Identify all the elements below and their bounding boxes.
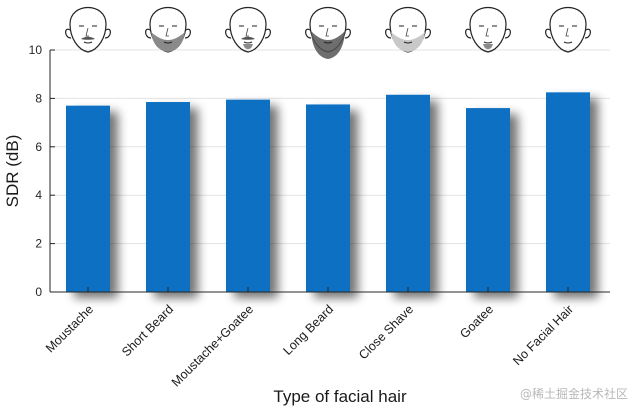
face-icons bbox=[65, 7, 591, 59]
x-tick-label: Goatee bbox=[457, 302, 496, 341]
y-tick-label: 8 bbox=[35, 91, 42, 105]
bar-no-facial-hair bbox=[546, 92, 590, 292]
moustache-goatee-face-icon bbox=[225, 7, 271, 53]
bar-close-shave bbox=[386, 94, 430, 293]
bar-short-beard bbox=[146, 102, 190, 292]
goatee-face-icon bbox=[465, 7, 511, 53]
short-beard-face-icon bbox=[145, 7, 191, 53]
x-tick-label: Close Shave bbox=[356, 302, 416, 362]
bar-moustache bbox=[66, 105, 110, 292]
long-beard-face-icon bbox=[305, 7, 351, 59]
bar-moustache-goatee bbox=[226, 99, 270, 292]
y-tick-label: 6 bbox=[35, 140, 42, 154]
watermark: @稀土掘金技术社区 bbox=[519, 387, 628, 401]
moustache-face-icon bbox=[65, 7, 111, 53]
bar-goatee bbox=[466, 108, 510, 292]
y-axis-title: SDR (dB) bbox=[3, 135, 22, 208]
x-tick-label: Long Beard bbox=[281, 302, 337, 358]
bars bbox=[66, 92, 590, 293]
no-facial-hair-face-icon bbox=[545, 7, 591, 53]
y-tick-label: 2 bbox=[35, 237, 42, 251]
close-shave-face-icon bbox=[385, 7, 431, 53]
x-tick-label: No Facial Hair bbox=[510, 302, 576, 368]
x-tick-label: Moustache bbox=[43, 302, 96, 355]
bar-long-beard bbox=[306, 104, 350, 292]
y-tick-label: 0 bbox=[35, 285, 42, 299]
x-axis-title: Type of facial hair bbox=[273, 387, 407, 406]
y-tick-label: 4 bbox=[35, 188, 42, 202]
x-tick-label: Short Beard bbox=[119, 302, 176, 359]
x-tick-label: Moustache+Goatee bbox=[169, 302, 256, 389]
y-tick-label: 10 bbox=[29, 43, 43, 57]
